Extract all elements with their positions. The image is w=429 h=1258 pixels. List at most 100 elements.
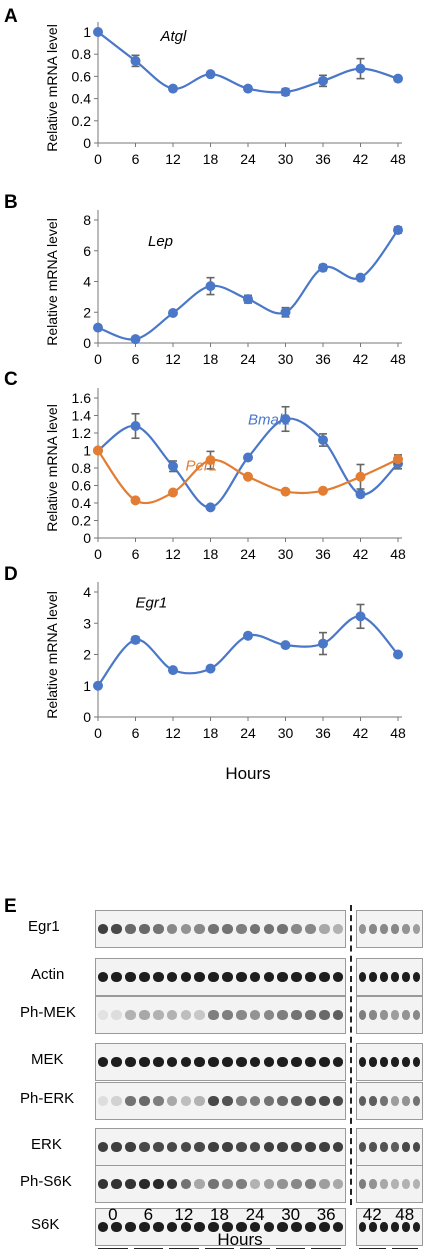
blot-band <box>277 1057 289 1067</box>
hour-group-bar <box>275 1248 306 1249</box>
blot-band <box>235 972 247 982</box>
blot-band <box>332 1179 344 1189</box>
blot-band <box>97 1010 109 1020</box>
blot-band <box>139 1057 150 1067</box>
blot-band <box>139 1179 150 1189</box>
data-point <box>130 634 141 645</box>
blot-band <box>208 972 219 982</box>
blot-band <box>249 1222 261 1232</box>
data-point <box>280 640 291 651</box>
y-tick-label: 0 <box>83 709 91 725</box>
blot-band <box>305 1010 316 1020</box>
data-point <box>355 63 366 74</box>
blot-band <box>139 972 150 982</box>
hour-group-bar <box>391 1248 418 1249</box>
blot-band <box>194 924 206 934</box>
blot-band <box>358 1010 367 1020</box>
blot-band <box>152 1010 164 1020</box>
x-tick-label: 0 <box>94 351 102 367</box>
blot-strip <box>95 1208 346 1246</box>
blot-band <box>263 1096 275 1106</box>
y-tick-label: 0.4 <box>72 91 92 107</box>
blot-band <box>249 1096 261 1106</box>
blot-band <box>125 924 136 934</box>
x-tick-label: 12 <box>165 725 181 741</box>
hour-group-label: 6 <box>143 1205 154 1224</box>
blot-band <box>401 1096 410 1106</box>
x-tick-label: 48 <box>390 546 406 562</box>
y-axis-label: Relative mRNA level <box>44 218 60 346</box>
blot-row-label: Ph-ERK <box>20 1090 75 1107</box>
blot-band <box>97 972 109 982</box>
blot-band <box>391 1010 399 1020</box>
data-point <box>168 487 178 498</box>
x-tick-label: 6 <box>132 151 140 167</box>
blot-band <box>125 1142 136 1152</box>
hour-group-label: 30 <box>281 1205 301 1224</box>
blot-band <box>391 972 399 982</box>
blot-band <box>152 972 164 982</box>
blot-band <box>249 1057 261 1067</box>
y-tick-label: 0.6 <box>72 68 92 84</box>
series-label: Bmal1 <box>248 411 291 428</box>
blot-band <box>139 1010 150 1020</box>
blot-band <box>305 1142 316 1152</box>
blot-band <box>249 1142 261 1152</box>
data-point <box>280 486 291 497</box>
y-tick-label: 0.8 <box>72 460 92 476</box>
blot-band <box>305 1222 316 1232</box>
blot-band <box>235 1179 247 1189</box>
blot-band <box>125 972 136 982</box>
x-tick-label: 24 <box>240 351 256 367</box>
y-tick-label: 1 <box>83 24 91 40</box>
y-tick-label: 0 <box>83 335 91 351</box>
blot-band <box>249 1179 261 1189</box>
series-label: Lep <box>148 233 173 250</box>
x-tick-label: 18 <box>203 546 219 562</box>
blot-band <box>358 1179 367 1189</box>
data-point <box>168 665 178 676</box>
blot-band <box>263 1010 275 1020</box>
data-point <box>205 502 216 513</box>
blot-band <box>263 1179 275 1189</box>
blot-band <box>180 972 192 982</box>
series-label: Egr1 <box>136 595 168 612</box>
data-point <box>243 630 253 641</box>
blot-band <box>318 972 330 982</box>
blot-band <box>152 1179 164 1189</box>
blot-band <box>180 924 192 934</box>
data-point <box>130 334 141 345</box>
blot-band <box>139 1096 150 1106</box>
data-point <box>393 224 403 235</box>
blot-band <box>358 924 367 934</box>
data-point <box>130 495 141 506</box>
blot-band <box>235 1222 247 1232</box>
blot-band <box>97 1096 109 1106</box>
blot-band <box>291 1057 302 1067</box>
blot-band <box>277 972 289 982</box>
blot-band <box>401 972 410 982</box>
blot-band <box>235 924 247 934</box>
data-point <box>205 455 216 466</box>
y-tick-label: 0 <box>83 135 91 151</box>
lane-separator <box>350 905 352 1205</box>
data-point <box>393 649 403 660</box>
y-tick-label: 6 <box>83 243 91 259</box>
data-point <box>130 55 141 66</box>
y-tick-label: 0 <box>83 530 91 546</box>
blot-band <box>391 1142 399 1152</box>
data-point <box>243 452 253 463</box>
blot-band <box>369 1179 378 1189</box>
hour-group-bar <box>311 1248 341 1249</box>
blot-band <box>194 972 206 982</box>
blot-band <box>277 1010 289 1020</box>
blot-band <box>139 1142 150 1152</box>
x-tick-label: 18 <box>203 725 219 741</box>
blot-band <box>412 972 421 982</box>
series-label: Atgl <box>160 28 188 45</box>
blot-band <box>97 1179 109 1189</box>
x-tick-label: 6 <box>132 546 140 562</box>
blot-band <box>318 1142 330 1152</box>
blot-band <box>152 924 164 934</box>
